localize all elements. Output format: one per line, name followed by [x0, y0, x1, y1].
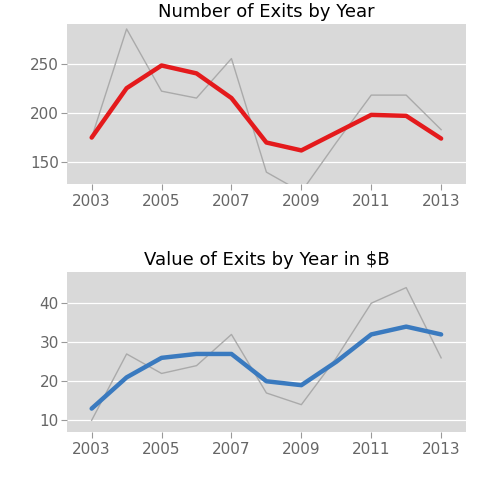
- Title: Value of Exits by Year in $B: Value of Exits by Year in $B: [144, 251, 389, 269]
- Title: Number of Exits by Year: Number of Exits by Year: [158, 3, 375, 21]
